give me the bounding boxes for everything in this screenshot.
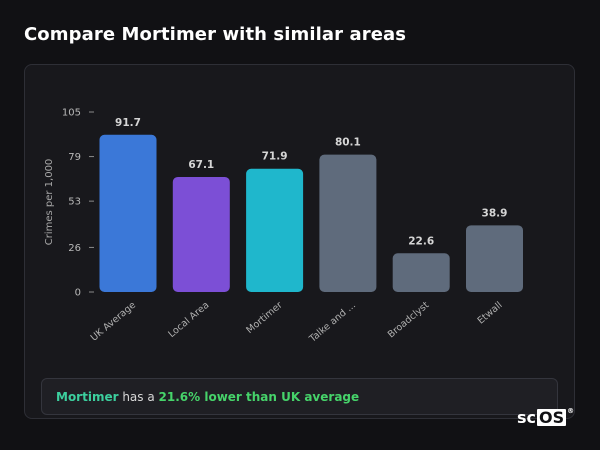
bar xyxy=(392,253,450,292)
bar xyxy=(246,168,304,292)
brand-logo: sc OS ® xyxy=(517,406,575,428)
y-tick-label: 53 xyxy=(68,197,81,208)
bar-value-label: 22.6 xyxy=(408,235,434,247)
bar xyxy=(466,225,523,292)
x-tick-label: UK Average xyxy=(89,300,138,344)
bar-value-label: 67.1 xyxy=(188,159,214,171)
summary-highlight: 21.6% lower than UK average xyxy=(158,389,360,404)
page-title: Compare Mortimer with similar areas xyxy=(24,24,407,45)
x-tick-label: Local Area xyxy=(166,300,211,340)
brand-logo-reg: ® xyxy=(567,406,575,415)
y-tick-label: 79 xyxy=(68,152,81,163)
x-tick-label: Etwall xyxy=(476,300,505,327)
bar-value-label: 91.7 xyxy=(115,117,141,129)
x-tick-label: Broadclyst xyxy=(386,300,432,341)
summary-text: has a xyxy=(118,389,159,404)
chart-card: Crimes per 1,000 0 26 53 79 105 91.7 UK Average… xyxy=(24,64,575,419)
y-axis-title: Crimes per 1,000 xyxy=(44,159,55,246)
x-tick-label: Mortimer xyxy=(244,300,284,336)
brand-logo-boxed: OS xyxy=(537,408,567,427)
bar-value-label: 80.1 xyxy=(335,137,361,149)
summary-box: Mortimer has a 21.6% lower than UK avera… xyxy=(41,378,558,415)
bar xyxy=(319,154,377,292)
brand-logo-prefix: sc xyxy=(517,408,537,427)
x-tick-label: Talke and ... xyxy=(307,300,358,345)
bar-value-label: 38.9 xyxy=(482,207,508,219)
crime-bar-chart: Crimes per 1,000 0 26 53 79 105 91.7 UK Average… xyxy=(44,108,523,345)
y-tick-label: 105 xyxy=(62,108,81,119)
y-tick-label: 0 xyxy=(75,288,81,299)
bar xyxy=(99,134,157,292)
y-tick-label: 26 xyxy=(68,243,81,254)
bar-value-label: 71.9 xyxy=(262,151,288,163)
bar xyxy=(172,176,230,292)
summary-area-name: Mortimer xyxy=(56,389,119,404)
